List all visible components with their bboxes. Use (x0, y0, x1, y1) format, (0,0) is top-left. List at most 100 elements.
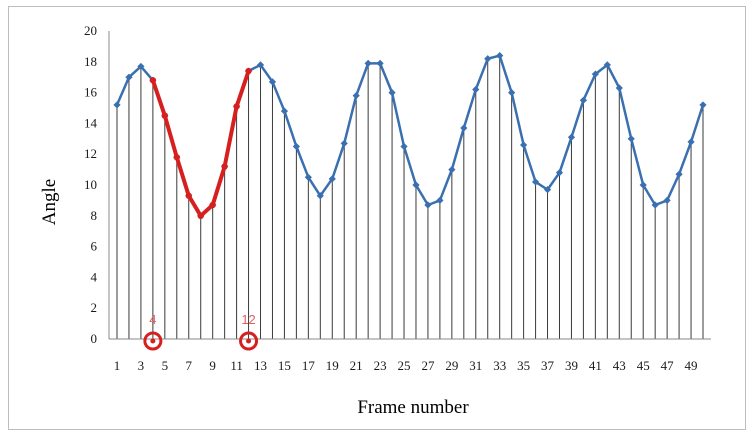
x-tick-label: 41 (589, 358, 602, 373)
x-tick-label: 25 (398, 358, 411, 373)
series-line-highlight (150, 70, 251, 218)
x-tick-label: 23 (374, 358, 387, 373)
data-point (400, 142, 408, 151)
series-line-angle (115, 54, 705, 218)
x-tick-label: 15 (278, 358, 291, 373)
annotation-marker-dot (150, 338, 156, 344)
data-point (520, 141, 528, 149)
data-point (472, 85, 480, 94)
data-point (364, 59, 372, 67)
x-tick-label: 9 (209, 358, 216, 373)
annotation-marker (239, 331, 259, 351)
x-axis-title: Frame number (357, 397, 469, 418)
data-point (484, 55, 492, 63)
x-tick-label: 7 (186, 358, 193, 373)
data-point (412, 181, 420, 189)
data-point (280, 107, 289, 115)
data-point (388, 89, 396, 97)
data-point (615, 84, 623, 92)
data-point (579, 96, 588, 104)
data-point (591, 70, 599, 78)
data-point (340, 139, 348, 148)
x-tick-label: 5 (162, 358, 169, 373)
x-tick-label: 29 (445, 358, 458, 373)
data-point (460, 124, 468, 132)
highlight-point (245, 67, 252, 75)
data-point (496, 52, 504, 60)
data-point (328, 175, 336, 183)
x-tick-label: 43 (613, 358, 626, 373)
x-tick-label: 33 (493, 358, 506, 373)
data-point (675, 170, 683, 178)
highlight-point (221, 163, 228, 170)
highlight-point (149, 77, 157, 84)
x-tick-label: 11 (230, 358, 243, 373)
data-point (687, 138, 695, 146)
data-point (531, 178, 540, 186)
y-tick-label: 18 (84, 54, 97, 69)
x-tick-label: 27 (421, 358, 435, 373)
annotations: 4 12 (143, 312, 259, 351)
y-tick-label: 20 (84, 23, 97, 38)
series (113, 52, 707, 220)
data-point (699, 101, 707, 109)
x-tick-label: 21 (350, 358, 363, 373)
highlight-point (161, 112, 169, 119)
y-tick-label: 8 (91, 208, 98, 223)
y-tick-label: 16 (84, 85, 98, 100)
annotation-marker-dot (246, 338, 252, 344)
x-tick-label: 17 (302, 358, 316, 373)
x-tick-label: 45 (637, 358, 650, 373)
axes (108, 31, 711, 340)
y-tick-label: 4 (91, 269, 98, 284)
highlight-point (233, 103, 240, 110)
data-point (627, 135, 635, 143)
x-tick-label: 47 (661, 358, 675, 373)
y-tick-label: 2 (91, 300, 98, 315)
x-tick-label: 35 (517, 358, 530, 373)
data-point (448, 166, 456, 174)
data-point (603, 61, 611, 69)
data-point (304, 173, 312, 181)
annotation-marker (143, 331, 163, 351)
data-point (316, 192, 324, 200)
x-tick-label: 19 (326, 358, 339, 373)
data-point (567, 133, 576, 141)
data-point (651, 201, 659, 209)
data-point (508, 89, 516, 97)
data-point (376, 59, 384, 67)
data-point (292, 142, 300, 151)
data-point (663, 196, 671, 204)
highlight-point (197, 212, 204, 219)
y-tick-label: 14 (84, 115, 98, 130)
data-point (268, 78, 277, 86)
highlight-point (185, 192, 192, 199)
x-tick-label: 13 (254, 358, 267, 373)
x-tick-label: 31 (469, 358, 482, 373)
y-tick-label: 12 (84, 146, 97, 161)
x-tick-label: 39 (565, 358, 578, 373)
drop-lines (116, 55, 704, 339)
y-tick-label: 0 (91, 331, 98, 346)
x-tick-label: 3 (138, 358, 145, 373)
data-point (424, 201, 432, 209)
data-point (543, 186, 552, 194)
annotation-label: 12 (241, 312, 255, 327)
y-axis-title: Angle (39, 179, 60, 225)
highlight-point (209, 201, 216, 209)
highlight-point (173, 154, 180, 161)
data-point (639, 181, 647, 189)
data-point (436, 196, 444, 204)
data-point (256, 61, 265, 69)
y-tick-label: 6 (91, 239, 98, 254)
data-point (125, 73, 133, 81)
data-point (113, 101, 121, 109)
data-point (352, 92, 360, 100)
data-point (555, 169, 564, 177)
x-tick-label: 1 (114, 358, 121, 373)
data-point (137, 62, 145, 71)
y-tick-label: 10 (84, 177, 97, 192)
x-tick-label: 37 (541, 358, 555, 373)
